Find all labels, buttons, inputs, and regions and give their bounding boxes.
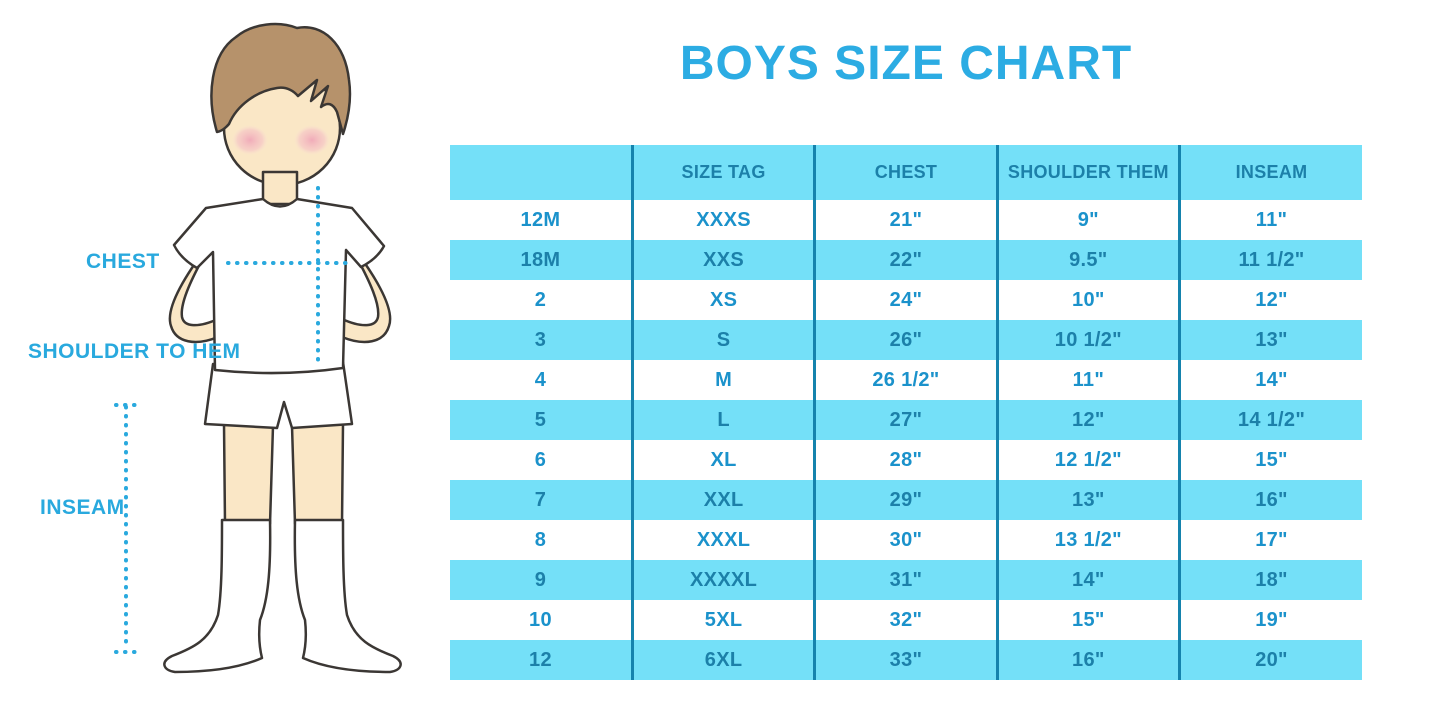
- table-row-size-6: 6 XL 28" 12 1/2" 15": [450, 440, 1362, 480]
- table-cell: 22": [813, 240, 998, 280]
- table-cell: 27": [813, 400, 998, 440]
- size-table-body: 12M XXXS 21" 9" 11" 18M XXS 22" 9.5" 11 1/2" 2 XS 24…: [450, 200, 1362, 680]
- table-row-size-9: 9 XXXXL 31" 14" 18": [450, 560, 1362, 600]
- table-cell: 17": [1178, 520, 1362, 560]
- size-chart-table: SIZE TAG CHEST SHOULDER THEM INSEAM 12M XXXS…: [450, 145, 1362, 680]
- table-cell: 11": [995, 360, 1180, 400]
- table-cell: 26": [813, 320, 998, 360]
- table-row-size-12m: 12M XXXS 21" 9" 11": [450, 200, 1362, 240]
- page-title: BOYS SIZE CHART: [679, 37, 1133, 90]
- table-cell: 10 1/2": [995, 320, 1180, 360]
- table-cell: 11": [1178, 200, 1362, 240]
- table-cell: 33": [813, 640, 998, 680]
- table-cell: 32": [813, 600, 998, 640]
- chest-measurement-label: CHEST: [86, 250, 160, 273]
- table-cell: 18M: [450, 240, 633, 280]
- right-sock: [293, 518, 402, 674]
- right-arm: [340, 256, 392, 344]
- table-cell: 9: [450, 560, 633, 600]
- left-arm: [168, 256, 220, 344]
- column-header-shoulder-them: SHOULDER THEM: [995, 145, 1180, 200]
- table-cell: 13 1/2": [995, 520, 1180, 560]
- table-cell: 21": [813, 200, 998, 240]
- t-shirt: [172, 197, 386, 375]
- table-cell: 9": [995, 200, 1180, 240]
- table-cell: XXXS: [630, 200, 815, 240]
- hair: [210, 22, 352, 136]
- table-row-size-5: 5 L 27" 12" 14 1/2": [450, 400, 1362, 440]
- table-cell: 14 1/2": [1178, 400, 1362, 440]
- table-row-size-3: 3 S 26" 10 1/2" 13": [450, 320, 1362, 360]
- column-header-blank: [450, 145, 633, 200]
- neck: [261, 170, 299, 206]
- table-cell: 10: [450, 600, 633, 640]
- table-row-size-12: 12 6XL 33" 16" 20": [450, 640, 1362, 680]
- blush-right-cheek: [294, 125, 330, 155]
- size-table-header: SIZE TAG CHEST SHOULDER THEM INSEAM: [450, 145, 1362, 200]
- table-cell: XS: [630, 280, 815, 320]
- table-cell: XXS: [630, 240, 815, 280]
- table-row-size-10: 10 5XL 32" 15" 19": [450, 600, 1362, 640]
- table-cell: 30": [813, 520, 998, 560]
- table-cell: 13": [995, 480, 1180, 520]
- table-cell: 6: [450, 440, 633, 480]
- blush-left-cheek: [232, 125, 268, 155]
- table-cell: 29": [813, 480, 998, 520]
- table-row-size-8: 8 XXXL 30" 13 1/2" 17": [450, 520, 1362, 560]
- table-cell: 20": [1178, 640, 1362, 680]
- table-cell: 14": [1178, 360, 1362, 400]
- table-row-size-18m: 18M XXS 22" 9.5" 11 1/2": [450, 240, 1362, 280]
- table-cell: 13": [1178, 320, 1362, 360]
- table-cell: 8: [450, 520, 633, 560]
- table-cell: 12 1/2": [995, 440, 1180, 480]
- table-cell: M: [630, 360, 815, 400]
- table-cell: 31": [813, 560, 998, 600]
- table-cell: 24": [813, 280, 998, 320]
- boy-figure-svg: [114, 22, 402, 674]
- table-cell: XL: [630, 440, 815, 480]
- table-cell: 12M: [450, 200, 633, 240]
- table-cell: 5XL: [630, 600, 815, 640]
- table-cell: 3: [450, 320, 633, 360]
- header-row: SIZE TAG CHEST SHOULDER THEM INSEAM: [450, 145, 1362, 200]
- table-cell: XXXL: [630, 520, 815, 560]
- table-cell: 19": [1178, 600, 1362, 640]
- right-leg: [290, 422, 345, 526]
- table-row-size-7: 7 XXL 29" 13" 16": [450, 480, 1362, 520]
- table-cell: 11 1/2": [1178, 240, 1362, 280]
- table-cell: 14": [995, 560, 1180, 600]
- column-header-inseam: INSEAM: [1178, 145, 1362, 200]
- table-row-size-2: 2 XS 24" 10" 12": [450, 280, 1362, 320]
- table-cell: 6XL: [630, 640, 815, 680]
- shoulder-to-hem-measurement-label: SHOULDER TO HEM: [28, 340, 241, 363]
- table-cell: 12": [1178, 280, 1362, 320]
- column-header-chest: CHEST: [813, 145, 998, 200]
- shorts: [203, 360, 354, 430]
- table-cell: 18": [1178, 560, 1362, 600]
- table-cell: 7: [450, 480, 633, 520]
- table-cell: 12: [450, 640, 633, 680]
- table-cell: 16": [1178, 480, 1362, 520]
- table-cell: XXXXL: [630, 560, 815, 600]
- table-cell: 15": [1178, 440, 1362, 480]
- table-cell: 9.5": [995, 240, 1180, 280]
- table-cell: 26 1/2": [813, 360, 998, 400]
- table-cell: L: [630, 400, 815, 440]
- table-row-size-4: 4 M 26 1/2" 11" 14": [450, 360, 1362, 400]
- column-header-size-tag: SIZE TAG: [630, 145, 815, 200]
- table-cell: 12": [995, 400, 1180, 440]
- table-cell: XXL: [630, 480, 815, 520]
- table-cell: 5: [450, 400, 633, 440]
- table-cell: 16": [995, 640, 1180, 680]
- inseam-measurement-label: INSEAM: [40, 496, 125, 519]
- table-cell: 4: [450, 360, 633, 400]
- table-cell: 10": [995, 280, 1180, 320]
- boy-figure-illustration: [0, 0, 445, 723]
- left-leg: [222, 422, 275, 526]
- table-cell: S: [630, 320, 815, 360]
- table-cell: 28": [813, 440, 998, 480]
- table-cell: 15": [995, 600, 1180, 640]
- left-sock: [163, 518, 272, 674]
- table-cell: 2: [450, 280, 633, 320]
